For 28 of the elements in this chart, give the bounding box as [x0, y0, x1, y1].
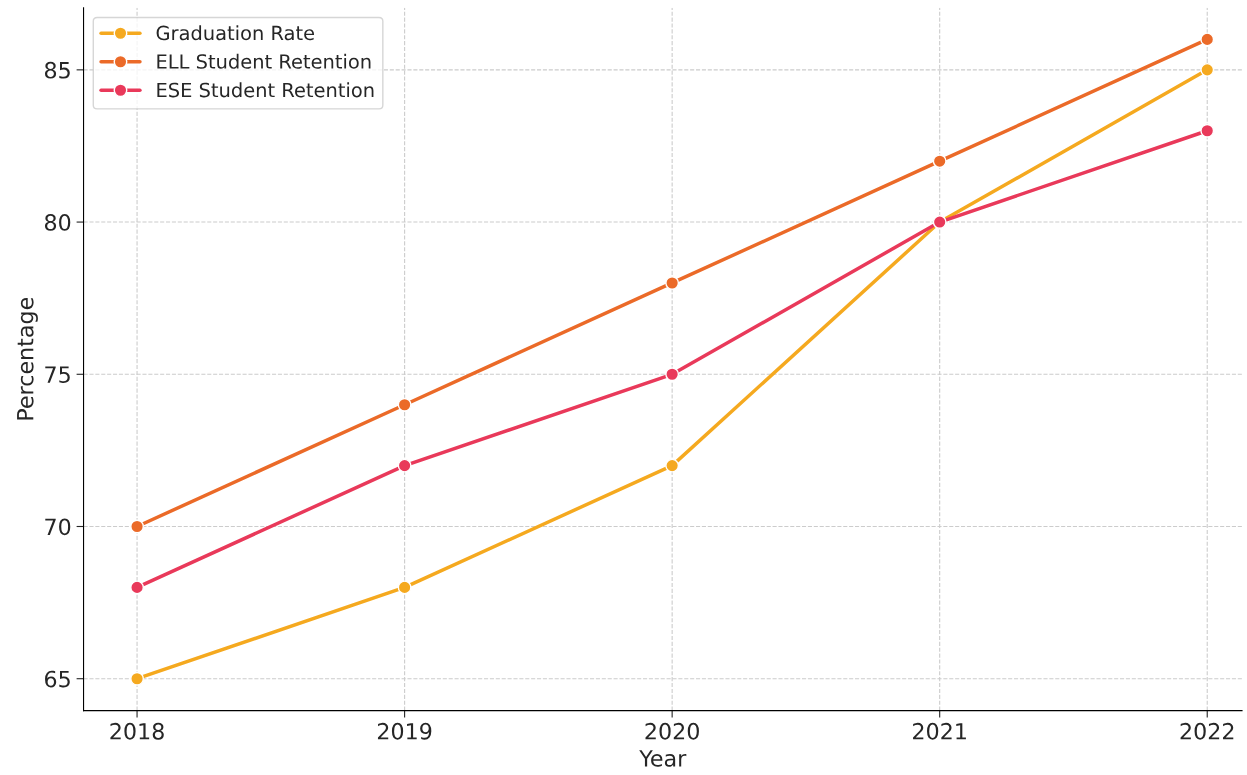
y-tick-label: 70 — [45, 518, 71, 536]
point — [397, 458, 412, 473]
x-tick-label: 2022 — [1180, 722, 1234, 740]
point — [665, 367, 680, 382]
y-axis-title: Percentage — [17, 297, 38, 420]
y-tick-label: 85 — [44, 61, 70, 79]
legend-label: Graduation Rate — [156, 25, 315, 41]
point — [397, 397, 412, 412]
point — [130, 519, 145, 534]
x-tick-label: 2021 — [913, 722, 966, 740]
point — [1200, 32, 1215, 47]
x-tick-label: 2018 — [110, 722, 164, 740]
legend-label: ELL Student Retention — [157, 53, 371, 69]
legend-label: ESE Student Retention — [157, 82, 374, 98]
point — [130, 671, 145, 686]
point — [665, 458, 680, 473]
y-tick-label: 80 — [44, 214, 71, 231]
point — [932, 154, 947, 169]
point — [1200, 62, 1215, 77]
point — [130, 580, 145, 595]
y-tick-label: 75 — [45, 366, 70, 384]
point — [397, 580, 412, 595]
y-tick-label: 65 — [45, 670, 70, 688]
x-tick-label: 2019 — [377, 722, 432, 740]
x-axis-title: Year — [639, 750, 687, 767]
point — [1200, 123, 1215, 138]
x-tick-label: 2020 — [645, 722, 699, 740]
point — [665, 276, 680, 290]
